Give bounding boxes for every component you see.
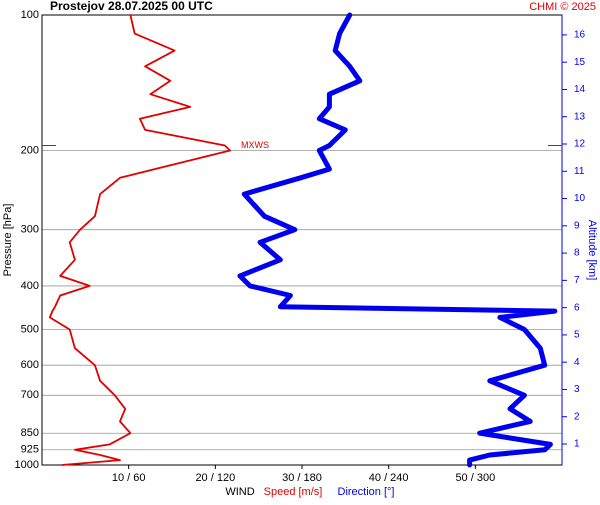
y2-tick-label: 12 xyxy=(574,139,586,150)
x-tick-label: 30 / 180 xyxy=(282,472,322,484)
x-tick-label: 50 / 300 xyxy=(455,472,495,484)
y-tick-label: 925 xyxy=(21,444,39,456)
y-tick-label: 400 xyxy=(21,280,39,292)
y2-tick-label: 10 xyxy=(574,193,586,204)
y2-axis-label: Altitude [km] xyxy=(586,220,598,281)
y-tick-label: 1000 xyxy=(15,459,39,471)
speed-line xyxy=(48,14,232,466)
y2-tick-label: 7 xyxy=(574,275,580,286)
x-axis-label: WIND xyxy=(225,486,254,498)
y-axis-label: Pressure [hPa] xyxy=(2,204,14,277)
y-tick-label: 200 xyxy=(21,144,39,156)
y2-tick-label: 9 xyxy=(574,220,580,231)
y2-tick-label: 6 xyxy=(574,302,580,313)
x-tick-label: 40 / 240 xyxy=(369,472,409,484)
y2-tick-label: 8 xyxy=(574,248,580,259)
direction-line xyxy=(237,12,558,468)
y2-tick-label: 16 xyxy=(574,30,586,41)
y2-tick-label: 1 xyxy=(574,439,580,450)
chart-title: Prostejov 28.07.2025 00 UTC xyxy=(50,0,213,13)
y2-tick-label: 14 xyxy=(574,84,586,95)
y-tick-label: 600 xyxy=(21,359,39,371)
max-wind-label: MXWS xyxy=(241,140,269,150)
legend-entry: Direction [°] xyxy=(338,486,395,498)
y2-tick-label: 13 xyxy=(574,111,586,122)
y-tick-label: 100 xyxy=(21,9,39,21)
x-tick-label: 20 / 120 xyxy=(195,472,235,484)
y2-tick-label: 11 xyxy=(574,166,585,177)
y-tick-label: 500 xyxy=(21,323,39,335)
legend-entry: Speed [m/s] xyxy=(264,486,323,498)
x-tick-label: 10 / 60 xyxy=(112,472,146,484)
y2-tick-label: 2 xyxy=(574,411,580,422)
y2-tick-label: 3 xyxy=(574,384,580,395)
credit: CHMI © 2025 xyxy=(529,1,596,13)
y2-tick-label: 4 xyxy=(574,357,580,368)
y2-tick-label: 15 xyxy=(574,57,586,68)
y-tick-label: 700 xyxy=(21,389,39,401)
y-tick-label: 300 xyxy=(21,224,39,236)
y2-tick-label: 5 xyxy=(574,330,580,341)
y-tick-label: 850 xyxy=(21,427,39,439)
